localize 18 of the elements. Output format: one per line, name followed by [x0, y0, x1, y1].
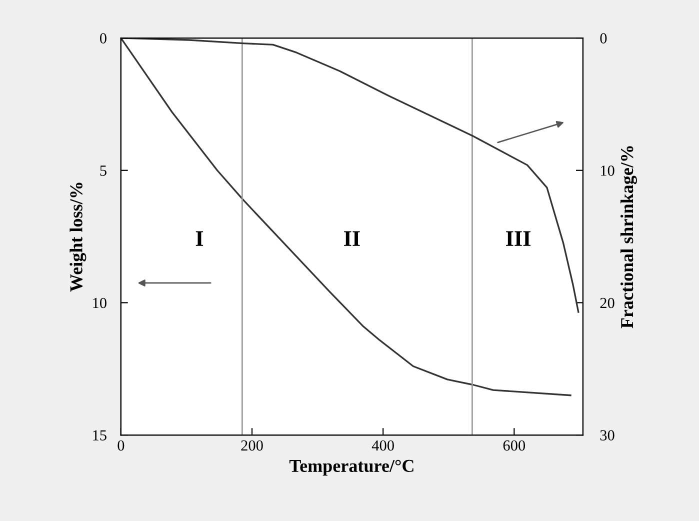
y-axis-title: Weight loss/%	[70, 182, 86, 292]
y2-tick-label: 10	[600, 166, 614, 176]
annotation: III	[506, 231, 530, 246]
x-axis-title: Temperature/°C	[289, 460, 414, 476]
y2-axis-title: Fractional shrinkage/%	[620, 146, 637, 328]
annotation: I	[196, 231, 204, 246]
y-tick-label: 5	[100, 166, 106, 176]
y-tick-label: 15	[93, 430, 106, 440]
annotation: II	[344, 231, 360, 246]
x-tick-label: 600	[503, 440, 526, 451]
y-tick-label: 10	[93, 298, 106, 308]
y2-tick-label: 20	[600, 298, 614, 308]
y-tick-label: 0	[100, 33, 106, 44]
x-tick-label: 400	[372, 440, 394, 451]
x-tick-label: 200	[241, 440, 263, 451]
y2-tick-label: 0	[600, 33, 607, 44]
y2-tick-label: 30	[600, 430, 614, 440]
x-tick-label: 0	[118, 440, 124, 451]
